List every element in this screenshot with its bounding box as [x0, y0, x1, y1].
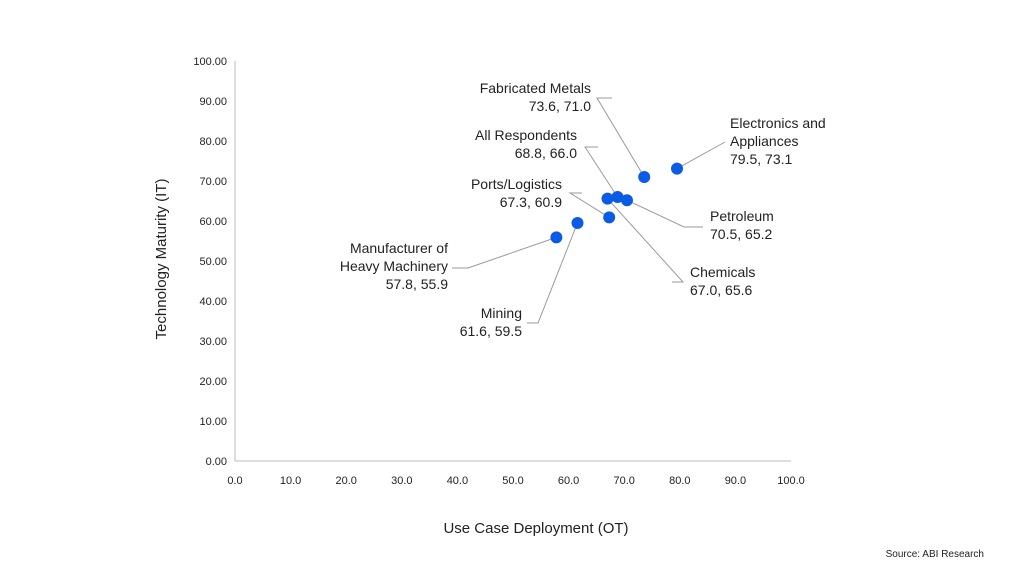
point-name-label: Petroleum	[710, 208, 774, 224]
y-tick-label: 0.00	[206, 456, 227, 468]
data-point	[611, 191, 624, 203]
y-tick-label: 100.00	[193, 56, 227, 68]
leader-lines	[452, 97, 726, 324]
leader-line	[676, 141, 726, 170]
x-tick-label: 0.0	[227, 475, 242, 487]
point-name-label: Manufacturer of	[350, 240, 448, 256]
leader-line	[596, 97, 645, 178]
leader-line	[607, 198, 685, 283]
data-point	[603, 211, 616, 224]
x-tick-label: 40.0	[447, 475, 468, 487]
x-tick-label: 10.0	[280, 475, 301, 487]
y-axis-title: Technology Maturity (IT)	[153, 179, 170, 340]
point-value-label: 57.8, 55.9	[386, 276, 448, 292]
x-tick-label: 90.0	[725, 475, 746, 487]
point-value-label: 70.5, 65.2	[710, 226, 772, 242]
point-value-label: 79.5, 73.1	[730, 151, 792, 167]
point-name-label: Fabricated Metals	[480, 80, 591, 96]
point-name-label: Heavy Machinery	[340, 258, 448, 274]
point-label: Electronics and Appliances 79.5, 73.1	[730, 115, 826, 167]
leader-line	[568, 192, 610, 218]
y-tick-label: 40.00	[199, 296, 227, 308]
axes: 0.0 10.0 20.0 30.0 40.0 50.0 60.0 70.0 80.0 90.0 1…	[193, 56, 804, 487]
point-value-label: 61.6, 59.5	[460, 323, 522, 339]
point-label: Chemicals 67.0, 65.6	[690, 264, 755, 298]
data-point	[620, 194, 633, 207]
x-tick-label: 30.0	[391, 475, 412, 487]
y-tick-label: 10.00	[199, 416, 227, 428]
x-axis-title: Use Case Deployment (OT)	[443, 520, 628, 537]
point-label: Petroleum 70.5, 65.2	[710, 208, 774, 242]
x-tick-label: 100.0	[777, 475, 805, 487]
y-tick-label: 80.00	[199, 136, 227, 148]
source-note: Source: ABI Research	[885, 549, 984, 560]
leader-line	[527, 222, 578, 324]
point-name-label: All Respondents	[475, 127, 577, 143]
x-tick-label: 20.0	[335, 475, 356, 487]
leader-line	[626, 199, 703, 228]
point-label: Fabricated Metals 73.6, 71.0	[480, 80, 591, 114]
data-points	[550, 162, 684, 244]
y-tick-label: 30.00	[199, 336, 227, 348]
point-value-label: 67.0, 65.6	[690, 282, 752, 298]
point-name-label: Electronics and	[730, 115, 826, 131]
data-point	[671, 162, 684, 175]
y-tick-label: 20.00	[199, 376, 227, 388]
point-label: Mining 61.6, 59.5	[460, 305, 522, 339]
point-label: Manufacturer of Heavy Machinery 57.8, 55.9	[340, 240, 448, 292]
point-name-label: Mining	[481, 305, 522, 321]
y-tick-label: 60.00	[199, 216, 227, 228]
leader-line	[584, 146, 618, 198]
x-tick-label: 60.0	[558, 475, 579, 487]
point-labels: Fabricated Metals 73.6, 71.0 Electronics a…	[340, 80, 826, 339]
x-tick-label: 70.0	[613, 475, 634, 487]
x-tick-label: 80.0	[669, 475, 690, 487]
x-tick-label: 50.0	[502, 475, 523, 487]
point-value-label: 73.6, 71.0	[529, 98, 591, 114]
y-tick-label: 90.00	[199, 96, 227, 108]
y-tick-label: 50.00	[199, 256, 227, 268]
point-name-label: Ports/Logistics	[471, 176, 562, 192]
data-point	[638, 171, 651, 183]
leader-line	[452, 236, 557, 269]
point-value-label: 68.8, 66.0	[515, 145, 577, 161]
point-name-label: Chemicals	[690, 264, 755, 280]
point-value-label: 67.3, 60.9	[500, 194, 562, 210]
point-label: Ports/Logistics 67.3, 60.9	[471, 176, 562, 210]
data-point	[601, 192, 614, 205]
data-point	[571, 217, 584, 229]
y-tick-label: 70.00	[199, 176, 227, 188]
point-label: All Respondents 68.8, 66.0	[475, 127, 577, 161]
data-point	[550, 231, 563, 244]
point-name-label: Appliances	[730, 133, 799, 149]
